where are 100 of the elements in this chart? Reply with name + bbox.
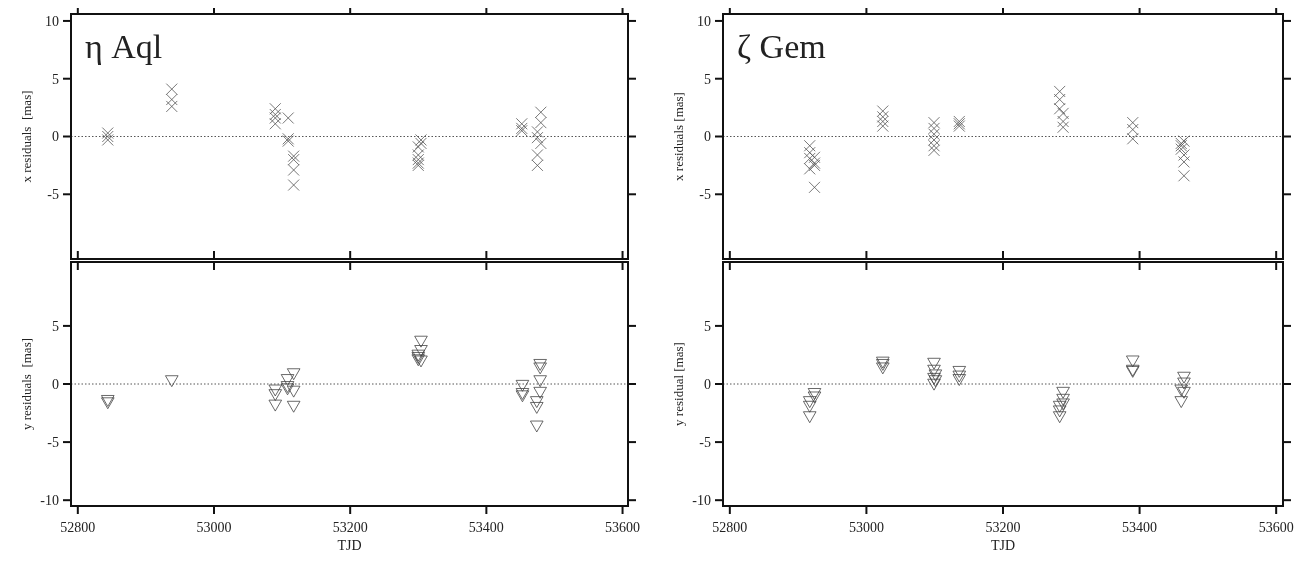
point: [1126, 123, 1139, 136]
point: [1052, 405, 1067, 418]
point: [165, 83, 178, 96]
point: [286, 368, 301, 381]
point: [803, 400, 817, 413]
point: [803, 152, 816, 165]
point: [1126, 355, 1140, 368]
x-tick-label: 53600: [1258, 520, 1294, 535]
point: [1056, 386, 1070, 399]
point: [531, 149, 544, 161]
x-axis-title: TJD: [990, 538, 1016, 553]
point: [531, 131, 544, 144]
x-tick-label: 53000: [196, 520, 232, 535]
point: [1177, 371, 1191, 384]
point: [412, 149, 425, 161]
point: [165, 100, 178, 113]
point: [952, 366, 967, 378]
point: [928, 134, 940, 146]
point: [533, 362, 547, 375]
point: [287, 179, 300, 191]
point: [927, 364, 941, 377]
point: [530, 420, 544, 433]
x-tick-label: 52800: [712, 520, 748, 535]
point: [1056, 398, 1070, 411]
point: [286, 400, 301, 413]
point: [876, 120, 889, 132]
point: [286, 385, 301, 398]
point: [952, 370, 967, 383]
point: [534, 106, 547, 119]
y-tick-label: 5: [704, 71, 711, 87]
x-tick-label: 53000: [848, 520, 884, 535]
point: [101, 127, 114, 139]
point: [927, 357, 941, 370]
point: [165, 93, 178, 106]
x-tick-label: 53400: [1122, 520, 1158, 535]
point: [531, 159, 544, 172]
point: [803, 162, 816, 175]
point: [1056, 393, 1070, 406]
point: [412, 141, 425, 153]
y-tick-label: -5: [699, 187, 711, 203]
y-tick-label: 5: [52, 318, 59, 334]
point: [269, 117, 282, 130]
point: [515, 379, 530, 392]
point: [928, 369, 943, 382]
point: [1057, 121, 1069, 134]
point: [414, 335, 428, 348]
point: [1175, 143, 1188, 156]
chart-title: η Aql: [85, 28, 163, 65]
y-tick-label: -5: [699, 435, 711, 450]
y-tick-label: 10: [697, 13, 711, 29]
point: [876, 110, 889, 123]
y-tick-label: -10: [692, 493, 711, 509]
point: [268, 389, 282, 402]
point: [1052, 400, 1067, 413]
point: [1178, 149, 1190, 161]
y-tick-label: -10: [40, 493, 59, 509]
point: [803, 139, 816, 152]
x-tick-label: 53400: [468, 520, 504, 535]
point: [928, 116, 940, 129]
point: [531, 125, 544, 138]
point: [530, 396, 544, 408]
point: [952, 374, 967, 386]
point: [414, 345, 428, 357]
point: [807, 391, 822, 404]
x-tick-label: 53200: [332, 520, 368, 535]
point: [1178, 169, 1190, 182]
point: [165, 375, 179, 388]
point: [1053, 85, 1066, 98]
point: [1053, 102, 1066, 115]
point: [1053, 93, 1066, 106]
point: [876, 115, 889, 128]
x-tick-label: 52800: [60, 520, 96, 535]
point: [534, 137, 547, 150]
point: [415, 137, 427, 150]
point: [269, 102, 282, 115]
y-axis-title: x residuals [mas]: [671, 92, 686, 181]
y-tick-label: 10: [45, 13, 59, 29]
point: [1126, 116, 1139, 129]
point: [808, 151, 821, 164]
y-tick-label: 5: [52, 71, 59, 87]
point: [530, 402, 544, 414]
point: [1178, 156, 1190, 168]
y-tick-label: 0: [52, 376, 59, 392]
point: [1052, 411, 1067, 424]
y-axis-title: y residuals [mas]: [19, 337, 34, 431]
point: [101, 134, 114, 146]
y-tick-label: 5: [704, 318, 711, 334]
point: [515, 117, 528, 130]
y-tick-label: 0: [704, 129, 711, 145]
point: [268, 384, 282, 397]
point: [1057, 107, 1069, 120]
y-axis-title: y residual [mas]: [671, 342, 686, 426]
point: [928, 139, 940, 152]
point: [533, 386, 547, 399]
point: [533, 359, 547, 371]
point: [803, 396, 817, 408]
point: [1177, 377, 1191, 390]
y-axis-title: x residuals [mas]: [19, 90, 34, 183]
point: [876, 105, 889, 117]
point: [808, 181, 821, 194]
